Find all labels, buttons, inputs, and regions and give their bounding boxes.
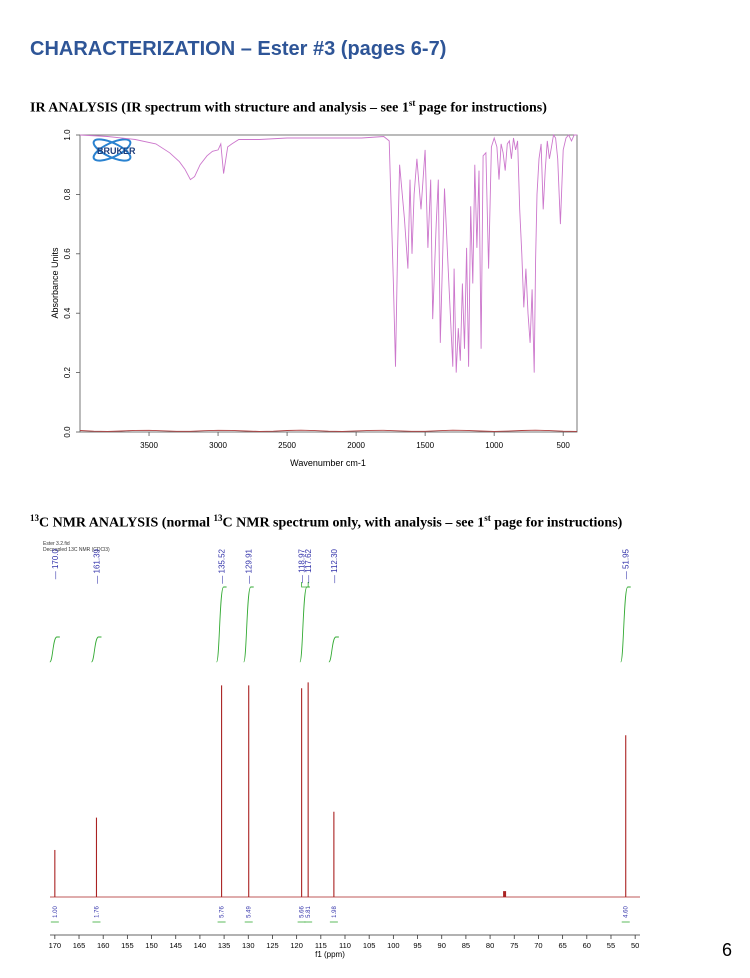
nmr-x-tick-label: 145	[169, 941, 182, 950]
ir-x-tick-label: 1000	[485, 441, 503, 450]
ir-x-tick-label: 2000	[347, 441, 365, 450]
nmr-peaks	[54, 682, 627, 897]
ir-y-tick-label: 0.4	[63, 307, 72, 319]
ir-y-tick-label: 0.0	[63, 426, 72, 438]
nmr-peak-label: — 51.95	[622, 548, 631, 579]
nmr-x-tick-label: 65	[558, 941, 566, 950]
nmr-x-tick-label: 75	[510, 941, 518, 950]
nmr-integral-curve	[243, 586, 254, 663]
nmr-peak-label: — 129.91	[245, 548, 254, 583]
ir-y-tick-label: 1.0	[63, 129, 72, 141]
nmr-x-tick-label: 170	[49, 941, 62, 950]
nmr-x-tick-label: 155	[121, 941, 134, 950]
ir-y-axis-label: Absorbance Units	[50, 247, 60, 319]
nmr-integral-values: 1.00 1.76 5.76 5.49 5.66 5.81 1.98 4.60	[50, 906, 630, 923]
nmr-x-tick-label: 80	[486, 941, 494, 950]
nmr-integral-value: 1.76	[94, 906, 100, 918]
ir-title-suffix: page for instructions)	[415, 100, 547, 116]
ir-spectrum-trace	[79, 133, 577, 373]
nmr-x-tick-label: 85	[462, 941, 470, 950]
ir-y-tick-label: 0.6	[63, 248, 72, 260]
nmr-x-tick-label: 150	[145, 941, 158, 950]
nmr-x-tick-label: 135	[218, 941, 231, 950]
nmr-header-line1: Ester 3.2.fid	[43, 541, 70, 547]
nmr-x-tick-label: 110	[339, 941, 351, 950]
nmr-integral-value: 1.98	[332, 906, 338, 918]
ir-x-tick-label: 2500	[278, 441, 296, 450]
nmr-integral-curve	[299, 586, 310, 663]
nmr-spectrum-chart: Ester 3.2.fid Decoupled 13C NMR (CDCl3) …	[43, 541, 640, 959]
nmr-title-sup1: 13	[30, 513, 39, 523]
ir-spectrum-chart: 3500 3000 2500 2000 1500 1000 500 0.0 0.2 0.4 0.6 0…	[50, 129, 578, 468]
ir-y-tick-label: 0.8	[63, 188, 72, 200]
ir-section-title: IR ANALYSIS (IR spectrum with structure …	[30, 98, 547, 117]
nmr-integral-curve	[91, 636, 102, 663]
nmr-peak-label: — 135.52	[218, 548, 227, 583]
nmr-x-tick-label: 70	[534, 941, 542, 950]
nmr-title-mid2: C NMR spectrum only, with analysis – see…	[222, 515, 485, 531]
nmr-x-tick-label: 160	[97, 941, 110, 950]
nmr-integral-curve	[620, 586, 631, 663]
nmr-x-tick-label: 95	[413, 941, 421, 950]
ir-title-sup: st	[408, 98, 416, 108]
ir-title-prefix: IR ANALYSIS (IR spectrum with structure …	[30, 100, 409, 116]
nmr-integral-value: 5.66	[300, 906, 306, 918]
nmr-integral-value: 5.76	[220, 906, 226, 918]
nmr-x-tick-label: 120	[290, 941, 303, 950]
nmr-integral-curve	[216, 586, 227, 663]
nmr-peak-label: — 118.97	[298, 548, 307, 583]
ir-axes: 3500 3000 2500 2000 1500 1000 500 0.0 0.2 0.4 0.6 0…	[63, 129, 570, 450]
ir-x-tick-label: 500	[557, 441, 571, 450]
nmr-integrals	[49, 582, 631, 663]
nmr-peak-labels: — 170.0— 161.39— 135.52— 129.91— 118.97—…	[51, 548, 631, 583]
nmr-title-mid: C NMR ANALYSIS (normal	[39, 515, 214, 531]
nmr-x-tick-label: 140	[194, 941, 207, 950]
ir-x-axis-label: Wavenumber cm-1	[290, 458, 366, 468]
nmr-peak-label: — 170.0	[51, 548, 60, 579]
nmr-x-tick-label: 90	[438, 941, 446, 950]
nmr-peak-label: — 161.39	[92, 548, 101, 583]
ir-plot-frame	[79, 134, 578, 433]
page-heading: CHARACTERIZATION – Ester #3 (pages 6-7)	[30, 38, 447, 60]
nmr-integral-value: 1.00	[53, 906, 59, 918]
nmr-integral-value: 4.60	[624, 906, 630, 918]
nmr-header-line2: Decoupled 13C NMR (CDCl3)	[43, 547, 110, 553]
nmr-x-tick-label: 130	[242, 941, 255, 950]
nmr-peak-label: — 117.62	[304, 548, 313, 583]
nmr-title-sup2: 13	[213, 513, 223, 523]
nmr-integral-curve	[328, 636, 339, 663]
nmr-title-sup3: st	[484, 513, 491, 523]
nmr-section-title: 13C NMR ANALYSIS (normal 13C NMR spectru…	[30, 513, 622, 532]
nmr-label-connector	[301, 582, 309, 588]
nmr-integral-value: 5.81	[306, 906, 312, 918]
nmr-x-tick-label: 60	[583, 941, 591, 950]
nmr-x-axis-label: f1 (ppm)	[315, 950, 345, 959]
bruker-logo-text: BRUKER	[97, 146, 136, 156]
nmr-x-tick-label: 50	[631, 941, 639, 950]
nmr-solvent-peak	[503, 891, 507, 897]
ir-x-tick-label: 3500	[140, 441, 158, 450]
nmr-integral-curve	[49, 636, 60, 663]
nmr-x-tick-label: 165	[73, 941, 86, 950]
nmr-x-tick-label: 105	[363, 941, 376, 950]
nmr-x-axis: 170 165 160 155 150 145 140 135 130 125 120 115 110 1…	[49, 934, 640, 950]
nmr-peak-label: — 112.30	[330, 548, 339, 583]
page-number: 6	[721, 940, 732, 960]
nmr-integral-value: 5.49	[247, 906, 253, 918]
ir-baseline-trace	[79, 429, 578, 432]
nmr-x-tick-label: 55	[607, 941, 615, 950]
ir-x-tick-label: 1500	[416, 441, 434, 450]
ir-y-tick-label: 0.2	[63, 366, 72, 378]
ir-x-tick-label: 3000	[209, 441, 227, 450]
bruker-logo: BRUKER	[92, 138, 136, 162]
nmr-x-tick-label: 125	[266, 941, 279, 950]
nmr-title-suffix: page for instructions)	[490, 515, 623, 531]
nmr-x-tick-label: 100	[387, 941, 400, 950]
nmr-x-tick-label: 115	[315, 941, 327, 950]
